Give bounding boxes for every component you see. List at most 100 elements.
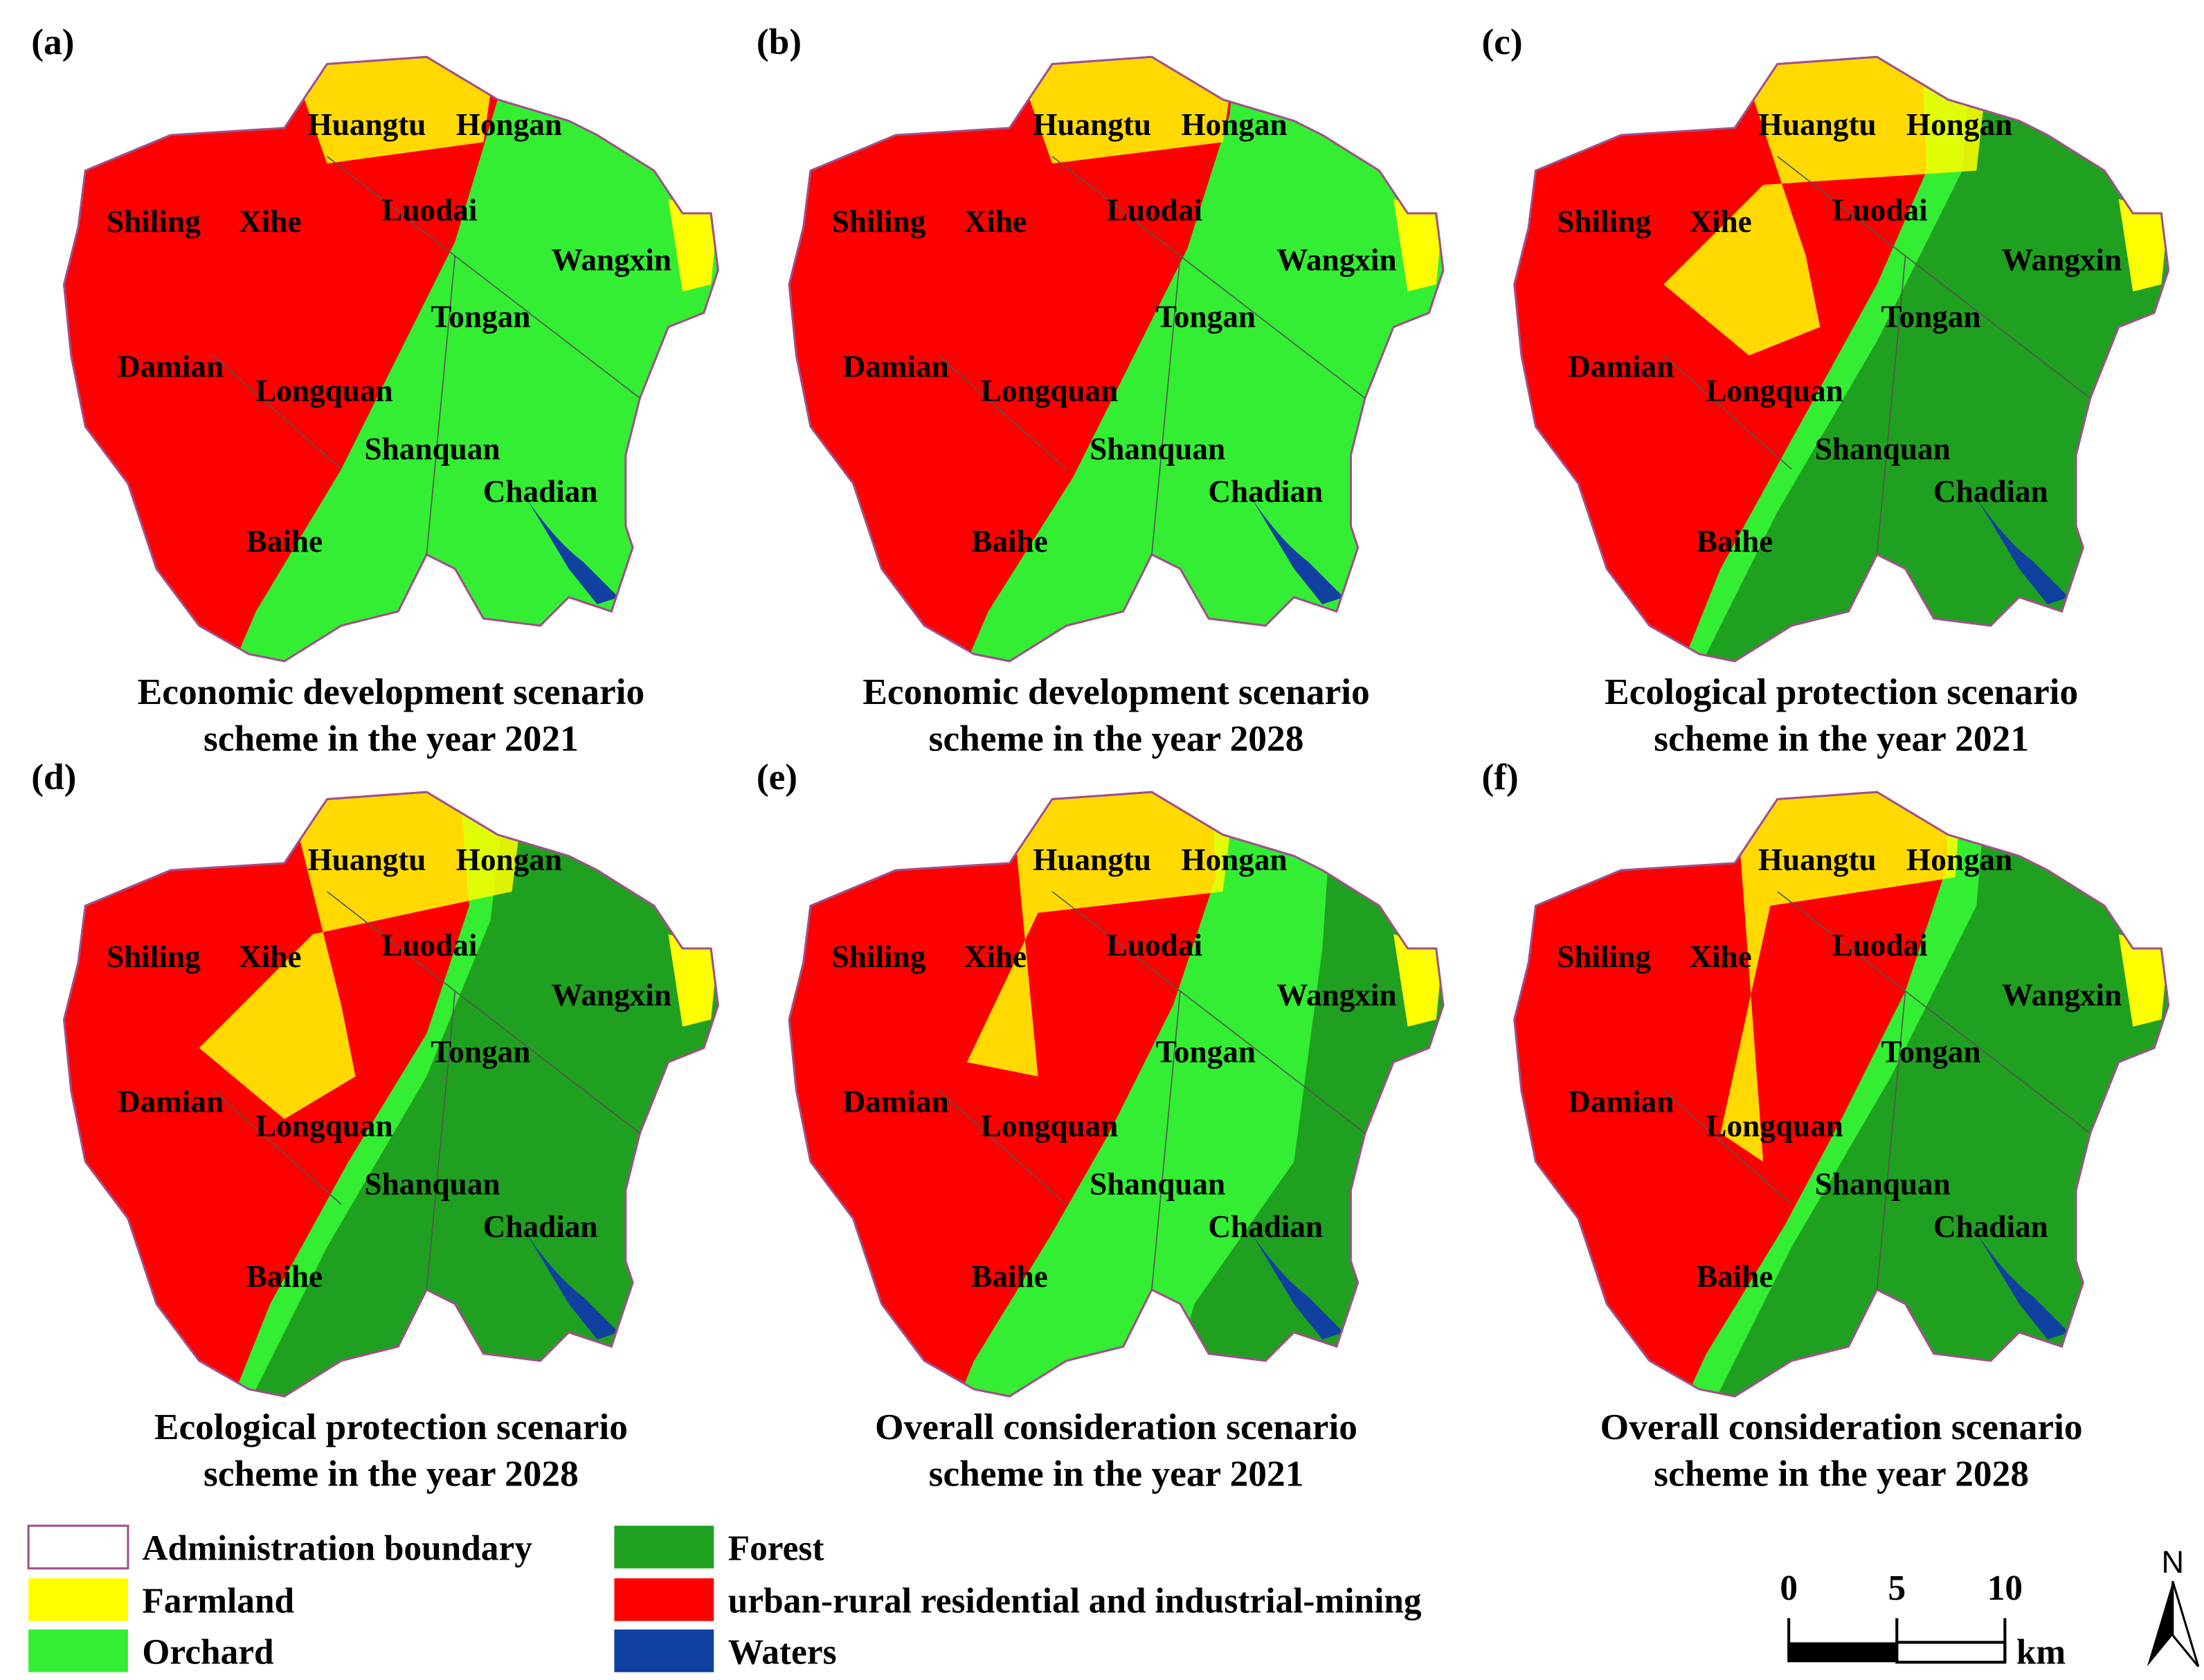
place-name: Baihe	[246, 1259, 323, 1294]
place-name: Shanquan	[364, 431, 500, 466]
place-name: Damian	[118, 1084, 224, 1119]
caption: scheme in the year 2021	[204, 718, 579, 759]
place-name: Luodai	[1107, 192, 1202, 227]
land-use-map	[789, 57, 1444, 662]
map-panel: (f) Huangtu Hongan Shiling Xihe Luodai Wangxin…	[1481, 756, 2170, 1494]
waters	[1251, 497, 1344, 605]
place-name: Chadian	[1933, 474, 2048, 509]
farmland-area	[2118, 199, 2169, 292]
place-name: Tongan	[1881, 1034, 1981, 1069]
boundary	[938, 891, 1366, 1290]
farmland-area	[199, 792, 527, 1119]
place-name: Chadian	[1208, 474, 1323, 509]
place-name: Luodai	[381, 928, 477, 962]
place-name: Chadian	[483, 1209, 598, 1244]
farmland-area	[1720, 792, 1962, 1162]
legend-swatch	[28, 1629, 128, 1672]
caption: Overall consideration scenario	[1600, 1406, 2083, 1447]
farmland-area	[668, 199, 719, 292]
place-name: Hongan	[456, 842, 562, 877]
place-name: Shiling	[832, 204, 926, 239]
place-name: Luodai	[1832, 192, 1928, 227]
boundary	[213, 891, 640, 1290]
place-name: Baihe	[971, 524, 1047, 559]
legend-label: Forest	[728, 1528, 824, 1568]
caption: Economic development scenario	[138, 671, 645, 712]
scale-label: 5	[1888, 1569, 1906, 1608]
boundary	[213, 156, 640, 555]
place-name: Huangtu	[1033, 107, 1151, 142]
place-name: Damian	[118, 349, 224, 383]
place-name: Shanquan	[1090, 1167, 1225, 1202]
farmland-area	[1663, 57, 1991, 356]
place-name: Xihe	[964, 939, 1027, 974]
legend-swatch	[27, 1524, 129, 1570]
place-name: Wangxin	[552, 977, 671, 1012]
farmland-area	[1393, 199, 1444, 292]
place-name: Shanquan	[1815, 1167, 1951, 1202]
legend-swatch	[614, 1578, 714, 1621]
place-name: Chadian	[1208, 1209, 1323, 1244]
scale-bar	[1895, 1641, 2007, 1664]
caption: Economic development scenario	[862, 671, 1370, 712]
caption: scheme in the year 2028	[204, 1453, 579, 1494]
panel-label: (d)	[31, 756, 76, 797]
waters	[1976, 1232, 2069, 1340]
panel-label: (a)	[31, 21, 74, 62]
place-name: Chadian	[483, 474, 598, 509]
place-name: Xihe	[964, 204, 1027, 239]
map-panel: (e) Huangtu Hongan Shiling Xihe Luodai Wangxin…	[757, 756, 1445, 1494]
place-name: Chadian	[1933, 1209, 2048, 1244]
north-label: N	[2161, 1544, 2184, 1580]
place-name: Shiling	[832, 939, 926, 974]
place-name: Hongan	[456, 107, 562, 142]
place-name: Hongan	[1181, 842, 1287, 877]
north-arrow	[2171, 1580, 2200, 1668]
place-name: Damian	[1568, 1084, 1674, 1119]
place-name: Tongan	[1156, 1034, 1256, 1069]
north-arrow	[2147, 1581, 2173, 1667]
map-panel: (b) Huangtu Hongan Shiling Xihe Luodai Wangxin…	[757, 21, 1445, 759]
caption: scheme in the year 2021	[1654, 718, 2029, 759]
place-name: Baihe	[246, 524, 323, 559]
place-name: Baihe	[1697, 524, 1773, 559]
place-name: Huangtu	[308, 842, 426, 877]
farmland-area	[1393, 934, 1444, 1027]
place-name: Luodai	[1832, 928, 1928, 962]
land-use-map	[1514, 792, 2169, 1397]
place-name: Damian	[1568, 349, 1674, 383]
boundary	[62, 55, 719, 662]
place-name: Tongan	[1881, 299, 1981, 334]
place-name: Baihe	[971, 1259, 1047, 1294]
place-name: Xihe	[1689, 939, 1751, 974]
map-panel: (c) Huangtu Hongan Shiling Xihe Luodai Wangxin…	[1481, 21, 2170, 759]
boundary	[788, 791, 1445, 1398]
place-name: Shiling	[1557, 939, 1651, 974]
scale-label: 0	[1780, 1569, 1798, 1608]
caption: scheme in the year 2021	[929, 1453, 1304, 1494]
map-panel: (a) Huangtu Hongan Shiling Xihe Luodai Wangxin…	[31, 21, 719, 759]
place-name: Tongan	[1156, 299, 1256, 334]
panel-label: (c)	[1481, 21, 1522, 62]
place-name: Shanquan	[364, 1167, 500, 1202]
place-name: Huangtu	[1758, 107, 1877, 142]
caption: Ecological protection scenario	[1605, 671, 2078, 712]
place-name: Wangxin	[1276, 242, 1396, 277]
caption: scheme in the year 2028	[1654, 1453, 2029, 1494]
legend-swatch	[614, 1629, 714, 1672]
place-name: Huangtu	[1033, 842, 1151, 877]
place-name: Longquan	[255, 1108, 392, 1143]
legend-label: Administration boundary	[142, 1528, 532, 1568]
panel-label: (b)	[757, 21, 802, 62]
place-name: Longquan	[1706, 373, 1843, 408]
farmland-area	[284, 57, 498, 164]
boundary	[788, 55, 1445, 662]
caption: Ecological protection scenario	[154, 1406, 628, 1447]
scale-label: 10	[1987, 1569, 2023, 1608]
place-name: Wangxin	[552, 242, 671, 277]
place-name: Shiling	[107, 939, 201, 974]
place-name: Hongan	[1906, 107, 2012, 142]
farmland-area	[2118, 934, 2169, 1027]
place-name: Hongan	[1181, 107, 1287, 142]
boundary	[1663, 156, 2091, 555]
